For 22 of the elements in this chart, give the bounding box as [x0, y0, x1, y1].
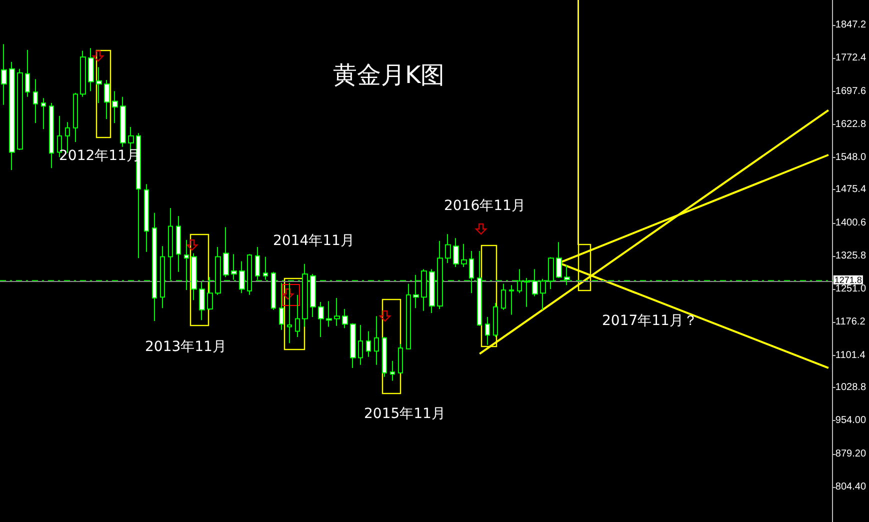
y-tick-label: 804.40: [835, 481, 866, 492]
y-tick-label: 1400.6: [835, 217, 866, 228]
y-tick-label: 1251.0: [835, 284, 866, 295]
y-tick-label: 1847.2: [835, 19, 866, 30]
annotation: 2015年11月: [364, 406, 446, 422]
y-tick-label: 1176.2: [835, 316, 866, 328]
y-tick-label: 1028.8: [835, 382, 866, 394]
y-tick-label: 879.20: [835, 448, 866, 460]
y-tick-label: 1475.4: [835, 184, 866, 196]
annotation: 2016年11月: [444, 198, 526, 214]
y-tick-label: 1548.0: [835, 152, 866, 164]
text: 黄金月K图: [333, 61, 445, 89]
y-tick-label: 954.00: [835, 415, 866, 426]
y-tick-label: 1697.6: [835, 86, 866, 97]
annotation: 2013年11月: [145, 339, 226, 355]
y-tick-label: 1101.4: [835, 350, 866, 361]
y-tick-label: 1622.8: [835, 118, 866, 130]
ref-line-label: 1271.8: [834, 274, 862, 285]
y-tick-label: 1772.4: [835, 52, 866, 64]
y-tick-label: 1325.8: [835, 250, 866, 262]
annotation: 2017年11月？: [602, 313, 698, 329]
annotation: 2014年11月: [273, 233, 354, 249]
